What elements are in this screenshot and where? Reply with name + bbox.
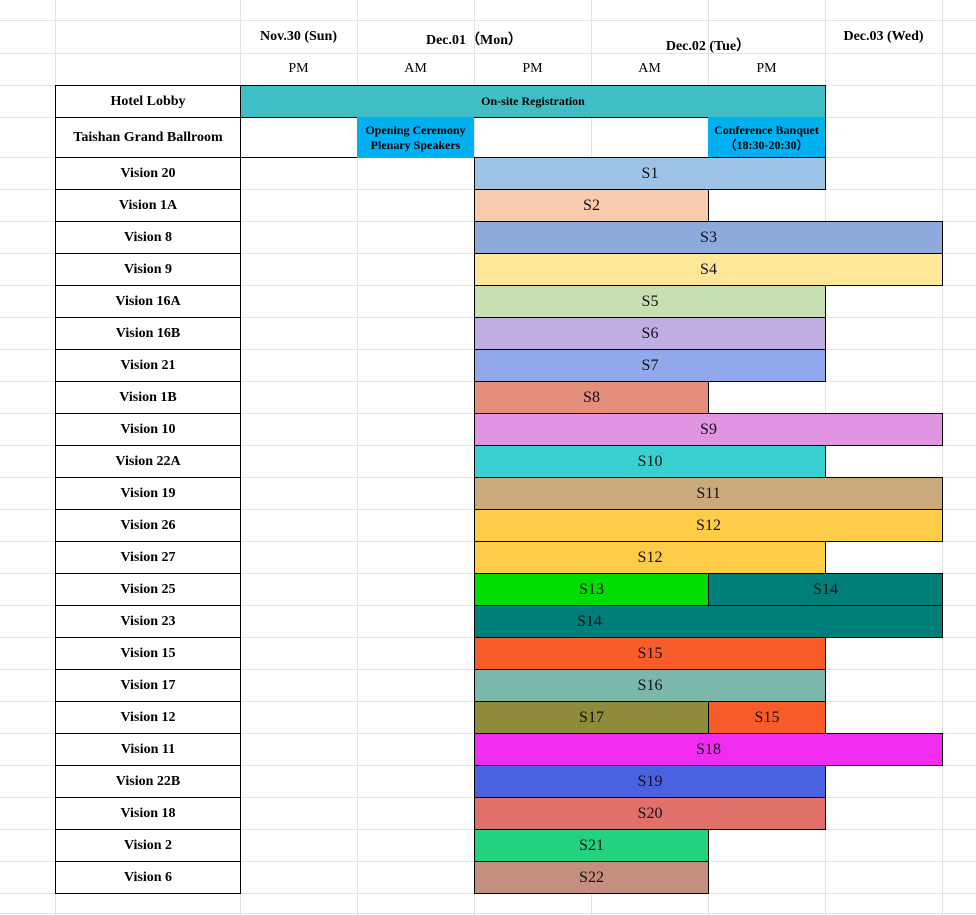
session-bar[interactable]: S3 [474,221,943,254]
gridline [942,0,943,915]
room-label: Vision 16A [55,285,241,318]
session-bar[interactable]: S6 [474,317,826,350]
session-bar[interactable]: S10 [474,445,826,478]
session-bar[interactable]: S21 [474,829,709,862]
session-bar[interactable]: S13 [474,573,709,606]
room-label: Vision 17 [55,669,241,702]
event-opening-ceremony[interactable]: Opening Ceremony Plenary Speakers [357,117,474,158]
room-label: Vision 18 [55,797,241,830]
period-header: PM [756,61,777,76]
session-bar[interactable]: S14 [474,605,943,638]
session-bar[interactable]: S5 [474,285,826,318]
session-bar[interactable]: S19 [474,765,826,798]
room-label-ballroom: Taishan Grand Ballroom [55,117,241,158]
session-bar[interactable]: S12 [474,541,826,574]
session-bar[interactable]: S7 [474,349,826,382]
session-bar[interactable]: S9 [474,413,943,446]
gridline [0,53,976,54]
period-header: PM [522,61,543,76]
session-bar[interactable]: S12 [474,509,943,542]
room-label: Vision 27 [55,541,241,574]
room-label: Vision 15 [55,637,241,670]
session-bar[interactable]: S16 [474,669,826,702]
room-label: Vision 22B [55,765,241,798]
day-header-dec01: Dec.01（Mon） [425,33,523,48]
room-label: Vision 19 [55,477,241,510]
session-bar[interactable]: S18 [474,733,943,766]
room-label: Vision 26 [55,509,241,542]
period-header: AM [638,61,661,76]
day-header-dec02: Dec.02 (Tue） [665,39,751,54]
room-label: Vision 12 [55,701,241,734]
room-label: Vision 9 [55,253,241,286]
event-onsite-registration[interactable]: On-site Registration [240,85,826,118]
session-bar[interactable]: S8 [474,381,709,414]
session-bar[interactable]: S20 [474,797,826,830]
room-label: Vision 16B [55,317,241,350]
period-header: PM [288,61,309,76]
room-label: Vision 2 [55,829,241,862]
room-label: Vision 21 [55,349,241,382]
session-bar[interactable]: S17 [474,701,709,734]
room-label: Vision 1A [55,189,241,222]
room-label: Vision 6 [55,861,241,894]
day-header-dec03: Dec.03 (Wed) [843,29,924,44]
room-label: Vision 10 [55,413,241,446]
day-header-nov30: Nov.30 (Sun) [259,29,338,44]
event-conference-banquet[interactable]: Conference Banquet （18:30-20:30） [708,117,825,158]
period-header: AM [404,61,427,76]
gridline [357,0,358,915]
session-bar[interactable]: S4 [474,253,943,286]
room-label: Vision 8 [55,221,241,254]
session-bar[interactable]: S14 [708,573,943,606]
room-label: Vision 1B [55,381,241,414]
room-label-hotel-lobby: Hotel Lobby [55,85,241,118]
session-bar[interactable]: S15 [708,701,826,734]
room-label: Vision 22A [55,445,241,478]
session-bar[interactable]: S1 [474,157,826,190]
session-bar[interactable]: S2 [474,189,709,222]
session-bar[interactable]: S15 [474,637,826,670]
room-label: Vision 23 [55,605,241,638]
room-label: Vision 11 [55,733,241,766]
gridline [0,913,976,914]
session-bar[interactable]: S22 [474,861,709,894]
room-label: Vision 25 [55,573,241,606]
session-bar[interactable]: S11 [474,477,943,510]
gridline [0,20,976,21]
room-label: Vision 20 [55,157,241,190]
